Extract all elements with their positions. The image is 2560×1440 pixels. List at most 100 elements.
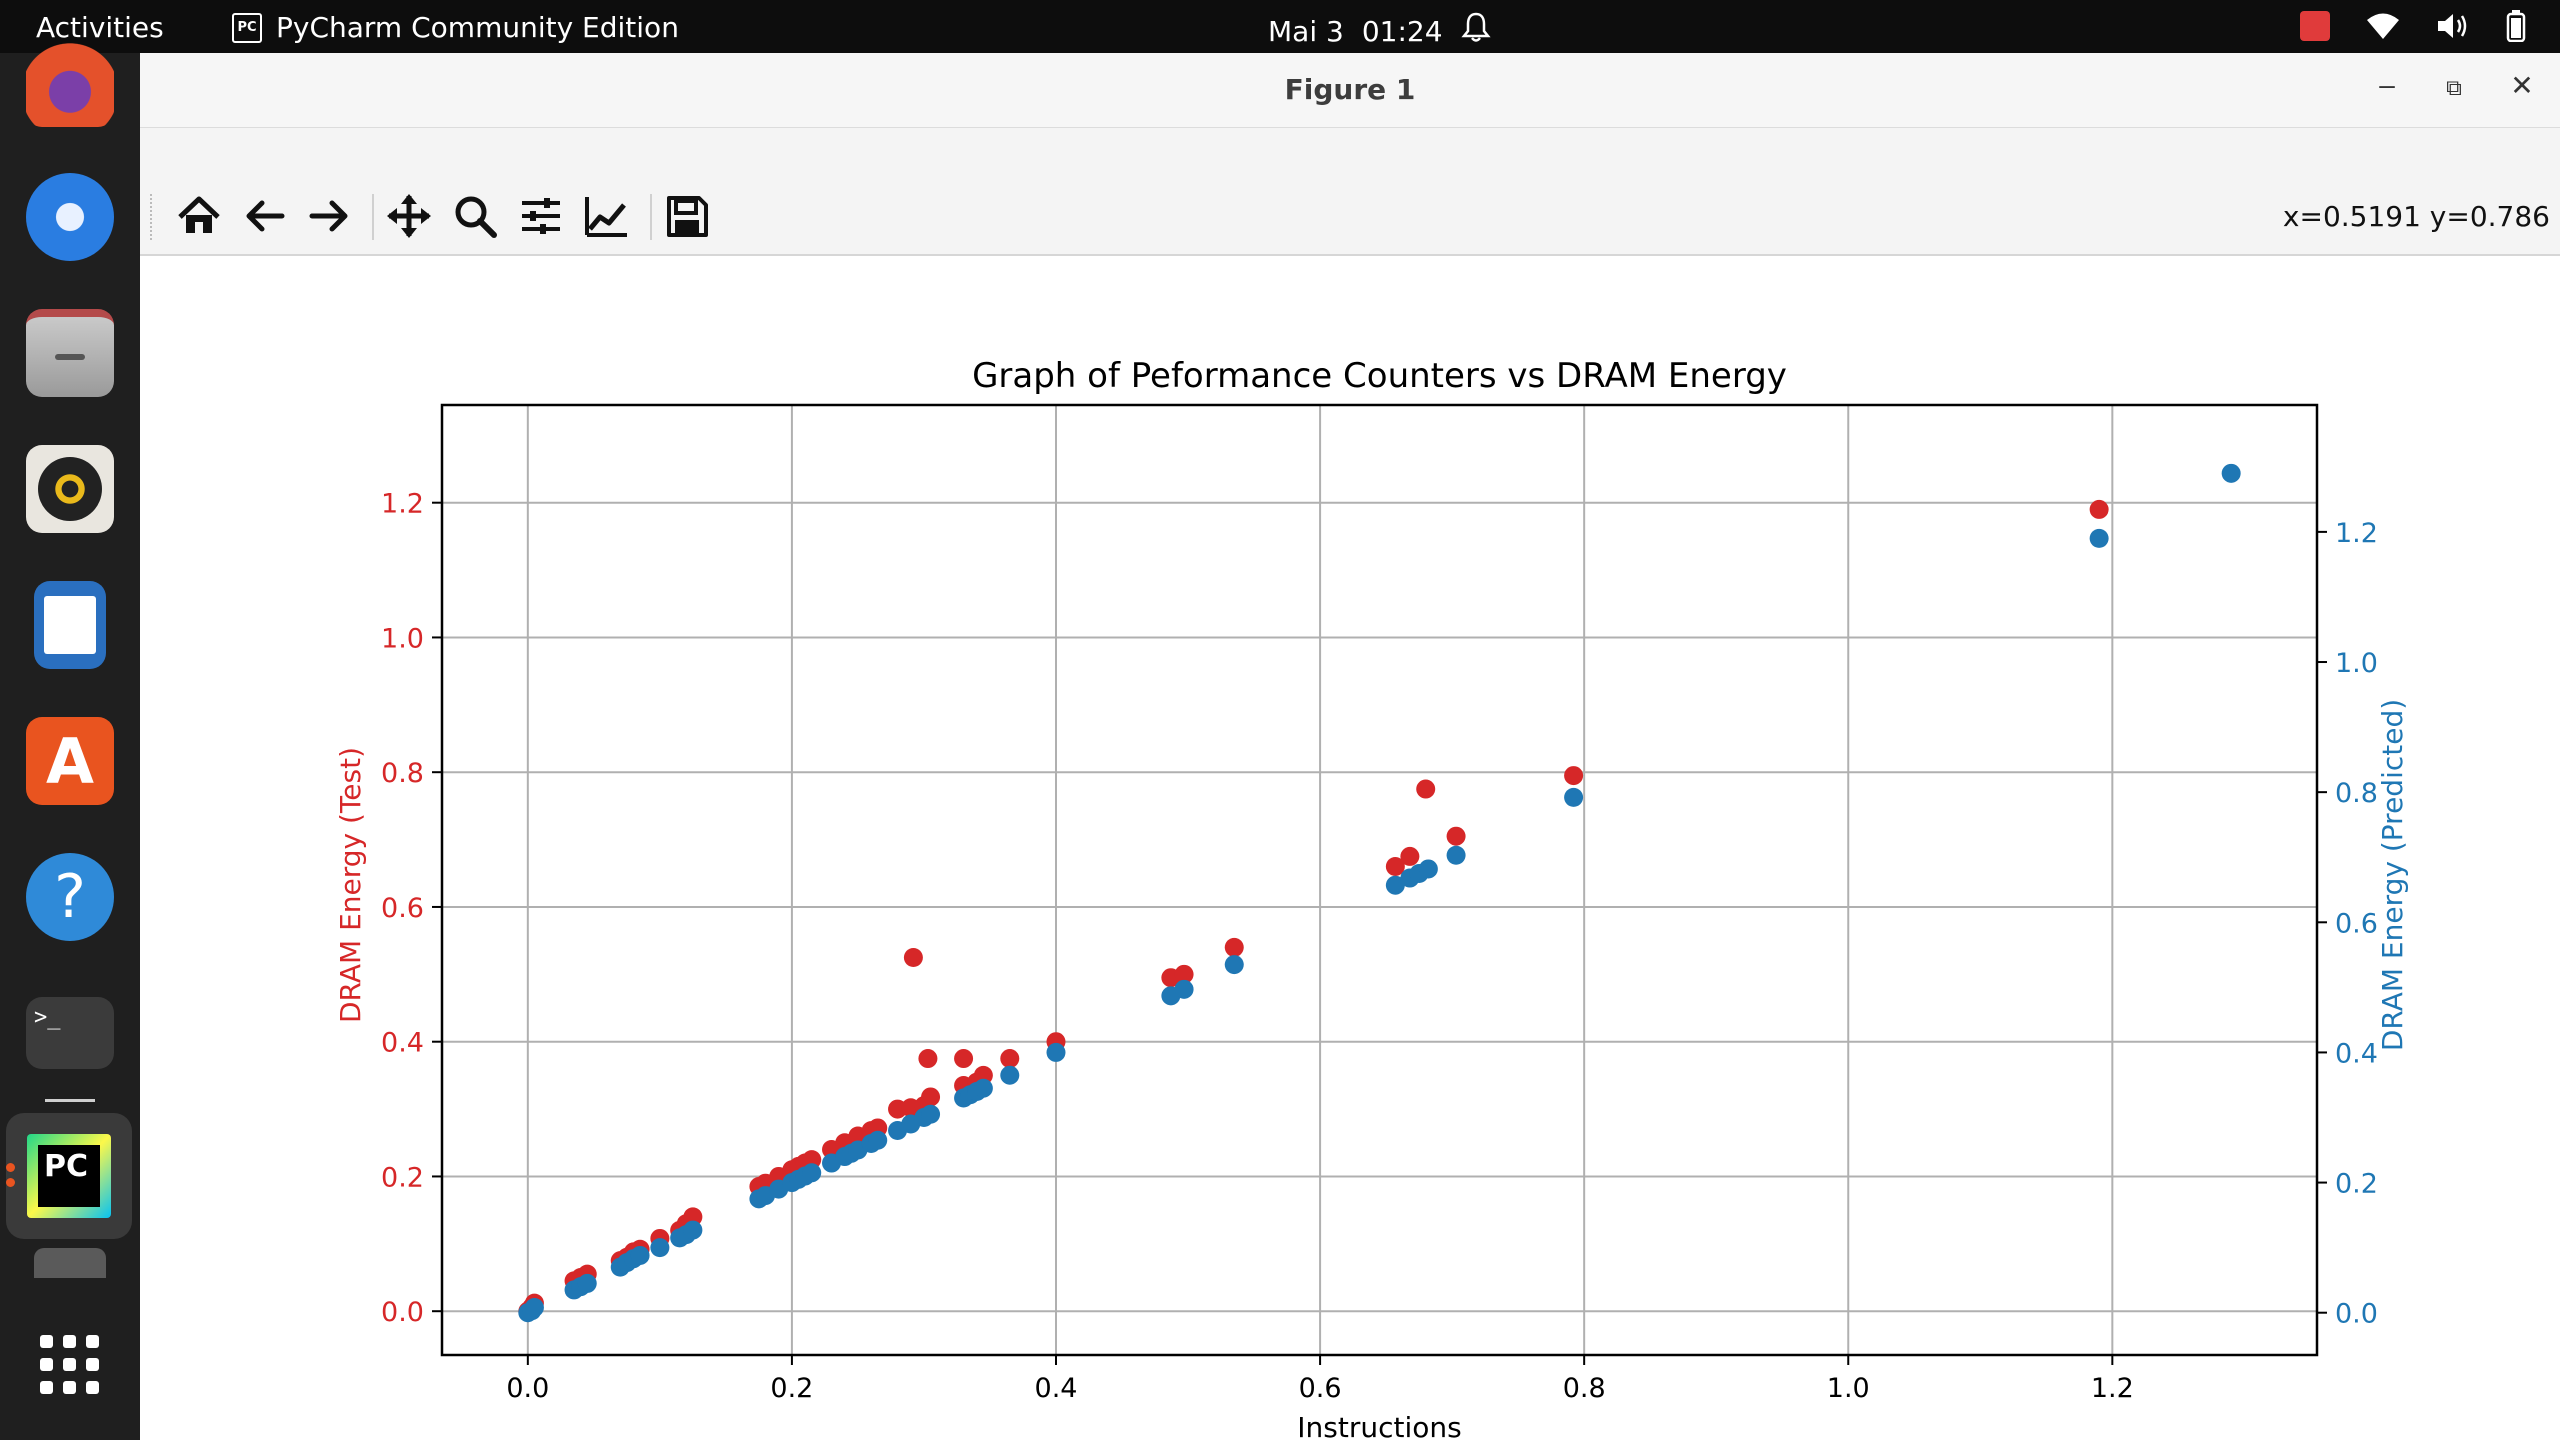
zoom-button[interactable] (452, 193, 502, 243)
predicted-point (802, 1163, 822, 1183)
rhythmbox-launcher[interactable] (20, 439, 120, 539)
pan-button[interactable] (386, 193, 436, 243)
y-left-tick-label: 0.4 (381, 1028, 424, 1059)
y-left-tick-label: 0.2 (381, 1162, 424, 1193)
dock-separator (45, 1099, 95, 1102)
wifi-icon[interactable] (2366, 12, 2400, 40)
test-point (802, 1150, 822, 1170)
clock[interactable]: Mai 3 01:24 (1268, 11, 1491, 51)
firefox-launcher[interactable] (20, 33, 120, 133)
subplots-icon (522, 198, 560, 234)
firefox-icon (26, 39, 114, 127)
predicted-point (1446, 845, 1466, 865)
back-button[interactable] (242, 193, 292, 243)
save-button[interactable] (664, 193, 714, 243)
test-point (683, 1207, 703, 1227)
show-apps-icon (40, 1335, 99, 1394)
y-right-tick-label: 1.2 (2335, 518, 2378, 549)
test-point (954, 1049, 974, 1069)
test-point (1224, 937, 1244, 957)
x-axis-label: Instructions (1297, 1411, 1461, 1440)
customize-icon (585, 197, 627, 237)
customize-button[interactable] (584, 193, 634, 243)
y-left-tick-label: 0.8 (381, 758, 424, 789)
toolbar-separator (372, 194, 374, 240)
test-point (918, 1049, 938, 1069)
figure-window: Figure 1 – ⧉ ✕ x=0.5191 y= (140, 53, 2560, 1440)
predicted-point (1174, 979, 1194, 999)
figure-canvas[interactable]: 0.0 0.2 0.4 0.6 0.8 1.0 1.2 0.0 0.2 0.4 0.6 0.8 1.0 1… (140, 256, 2560, 1440)
help-launcher[interactable]: ? (20, 847, 120, 947)
predicted-point (1000, 1065, 1020, 1085)
predicted-point (630, 1245, 650, 1265)
close-button[interactable]: ✕ (2510, 70, 2534, 101)
save-icon (667, 196, 708, 237)
app-center-launcher[interactable]: A (20, 711, 120, 811)
app-icon-partial (34, 1248, 106, 1278)
cursor-coordinates: x=0.5191 y=0.786 (2282, 200, 2550, 233)
app-menu-label: PyCharm Community Edition (276, 11, 679, 44)
activities-button[interactable]: Activities (36, 11, 164, 44)
toolbar-separator (650, 194, 652, 240)
pycharm-small-icon: PC (232, 12, 262, 43)
running-indicator (6, 1178, 15, 1187)
volume-icon[interactable] (2436, 11, 2470, 41)
y-right-axis-label: DRAM Energy (Predicted) (2376, 699, 2409, 1051)
indicator-icon[interactable] (2300, 11, 2330, 41)
toolbar-grip (150, 194, 156, 240)
y-right-tick-label: 0.2 (2335, 1169, 2378, 1200)
y-right-tick-label: 0.8 (2335, 778, 2378, 809)
scatter-chart: 0.0 0.2 0.4 0.6 0.8 1.0 1.2 0.0 0.2 0.4 0.6 0.8 1.0 1… (334, 356, 2409, 1440)
show-apps-button[interactable] (20, 1315, 120, 1415)
maximize-button[interactable]: ⧉ (2446, 75, 2462, 100)
predicted-point (1224, 955, 1244, 975)
app-menu[interactable]: PC PyCharm Community Edition (232, 11, 679, 44)
test-point (1174, 964, 1194, 984)
test-point (1400, 846, 1420, 866)
y-left-tick-label: 1.0 (381, 623, 424, 654)
x-tick-label: 0.6 (1299, 1373, 1342, 1404)
axes-frame (440, 403, 2319, 1357)
predicted-point (2089, 528, 2109, 548)
predicted-point (650, 1238, 670, 1258)
terminal-launcher[interactable]: >_ (20, 983, 120, 1083)
writer-launcher[interactable] (20, 575, 120, 675)
predicted-point (683, 1220, 703, 1240)
clock-time: 01:24 (1361, 14, 1443, 48)
files-launcher[interactable] (20, 303, 120, 403)
libreoffice-writer-icon (34, 581, 106, 669)
extra-launcher[interactable] (20, 1248, 120, 1278)
thunderbird-launcher[interactable] (20, 167, 120, 267)
predicted-point (2221, 463, 2241, 483)
home-button[interactable] (176, 193, 226, 243)
minimize-button[interactable]: – (2379, 69, 2395, 100)
x-tick-label: 0.0 (506, 1373, 549, 1404)
system-tray[interactable] (2300, 10, 2526, 42)
predicted-point (1564, 787, 1584, 807)
battery-icon[interactable] (2506, 10, 2526, 42)
predicted-point (921, 1104, 941, 1124)
test-point (921, 1087, 941, 1107)
predicted-point (973, 1078, 993, 1098)
x-tick-label: 1.2 (2091, 1373, 2134, 1404)
y-right-tick-label: 0.4 (2335, 1038, 2378, 1069)
running-indicator (6, 1163, 15, 1172)
predicted-point (1418, 859, 1438, 879)
app-center-icon: A (26, 717, 114, 805)
dock: A ? >_ PC (0, 39, 140, 1440)
predicted-point (868, 1130, 888, 1150)
test-point (1000, 1049, 1020, 1069)
test-point (1385, 857, 1405, 877)
predicted-point (1046, 1042, 1066, 1062)
pycharm-launcher[interactable]: PC (6, 1113, 132, 1239)
y-left-axis-label: DRAM Energy (Test) (334, 747, 367, 1023)
forward-button[interactable] (306, 193, 356, 243)
subplots-button[interactable] (518, 193, 568, 243)
pan-icon (387, 194, 431, 238)
home-icon (178, 196, 220, 233)
terminal-icon: >_ (26, 997, 114, 1069)
test-point (1446, 826, 1466, 846)
window-titlebar[interactable]: Figure 1 – ⧉ ✕ (140, 53, 2560, 128)
notification-bell-icon (1460, 11, 1491, 51)
terminal-prompt: >_ (34, 1005, 61, 1030)
